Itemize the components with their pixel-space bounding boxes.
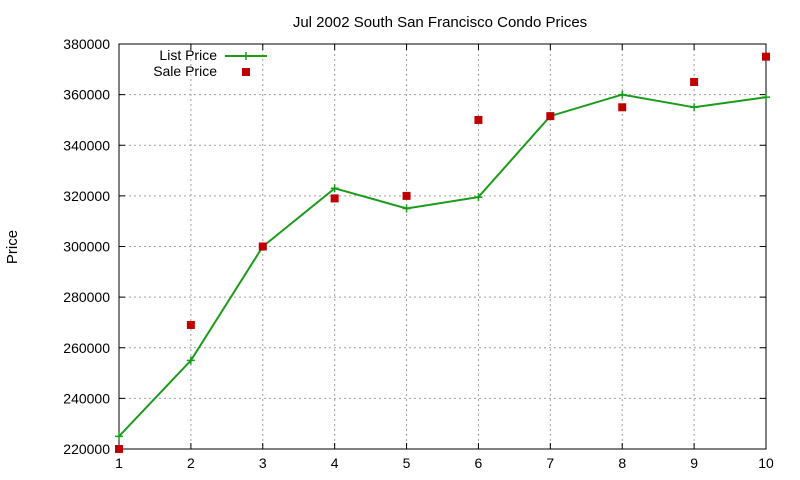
sale-price-point <box>402 191 411 200</box>
legend-swatch-sale-price <box>242 68 250 76</box>
sale-price-point <box>474 115 483 124</box>
tick-marks <box>118 43 767 450</box>
list-price-point <box>474 193 483 202</box>
x-tick-label: 8 <box>618 455 626 471</box>
list-price-point <box>402 204 411 213</box>
y-tick-label: 380000 <box>63 36 110 52</box>
sale-price-point <box>546 112 555 121</box>
x-tick-label: 6 <box>475 455 483 471</box>
list-price-point <box>330 184 339 193</box>
x-tick-label: 5 <box>403 455 411 471</box>
list-price-point <box>618 90 627 99</box>
y-tick-label: 360000 <box>63 87 110 103</box>
x-tick-label: 10 <box>758 455 774 471</box>
series-layer <box>115 52 770 453</box>
list-price-point <box>690 103 699 112</box>
sale-price-point <box>762 52 770 61</box>
sale-price-point <box>258 242 267 251</box>
y-tick-label: 320000 <box>63 188 110 204</box>
list-price-line <box>118 93 767 437</box>
x-tick-labels: 1 2 3 4 5 6 7 8 9 10 <box>115 455 774 471</box>
sale-price-point <box>330 194 339 203</box>
y-tick-label: 280000 <box>63 289 110 305</box>
y-tick-label: 220000 <box>63 441 110 457</box>
x-tick-label: 1 <box>115 455 123 471</box>
grid-lines <box>119 44 766 449</box>
sale-price-point <box>115 445 123 453</box>
x-tick-label: 7 <box>546 455 554 471</box>
plot-frame <box>118 43 767 450</box>
y-axis-title: Price <box>4 230 21 264</box>
list-price-point <box>186 356 195 365</box>
chart-title: Jul 2002 South San Francisco Condo Price… <box>293 14 587 31</box>
y-tick-label: 240000 <box>63 390 110 406</box>
list-price-point <box>115 432 123 441</box>
legend-label-sale-price: Sale Price <box>153 63 217 79</box>
y-tick-label: 300000 <box>63 239 110 255</box>
legend-label-list-price: List Price <box>159 47 217 63</box>
x-tick-label: 2 <box>187 455 195 471</box>
y-tick-label: 340000 <box>63 137 110 153</box>
list-price-point <box>762 93 770 102</box>
x-tick-label: 4 <box>331 455 339 471</box>
x-tick-label: 3 <box>259 455 267 471</box>
y-tick-labels: 220000 240000 260000 280000 300000 320000 3400… <box>63 36 110 457</box>
x-tick-label: 9 <box>690 455 698 471</box>
y-tick-label: 260000 <box>63 340 110 356</box>
sale-price-point <box>186 320 195 329</box>
sale-price-point <box>618 103 627 112</box>
sale-price-point <box>690 77 699 86</box>
